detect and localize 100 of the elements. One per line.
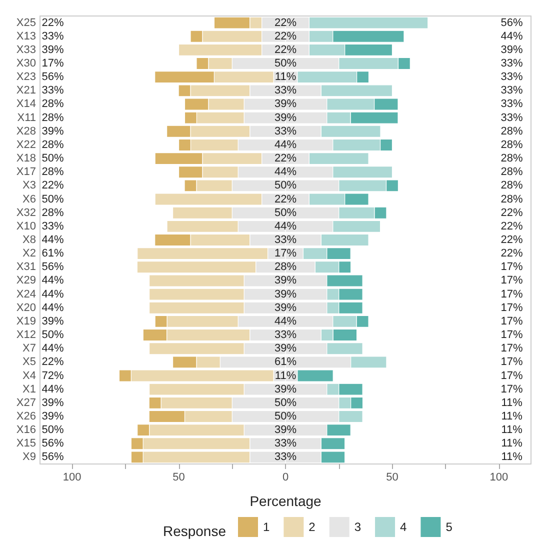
annotation: 22%: [500, 248, 524, 260]
annotation: 17%: [500, 261, 524, 274]
annotation: 33%: [500, 112, 524, 124]
annotation: 33%: [500, 71, 524, 84]
annotation: 39%: [274, 112, 297, 124]
annotation: 28%: [500, 193, 524, 206]
annotation: 50%: [274, 206, 297, 219]
annotation: 22%: [274, 44, 297, 56]
annotation: 56%: [42, 71, 64, 84]
y-tick-label: X21: [16, 84, 36, 97]
x-tick-label: 100: [62, 472, 82, 484]
annotation: 22%: [274, 30, 297, 42]
annotation: 11%: [274, 370, 296, 382]
y-tick-label: X11: [17, 112, 36, 124]
annotation: 56%: [42, 451, 64, 464]
legend-title: Response: [162, 523, 226, 539]
y-tick-label: X27: [16, 396, 36, 409]
x-tick-label: 50: [386, 472, 398, 484]
annotation: 17%: [500, 302, 524, 314]
annotation: 50%: [42, 424, 64, 436]
annotation: 61%: [274, 356, 297, 368]
legend-label: 1: [263, 520, 270, 534]
legend-label: 5: [446, 520, 453, 534]
y-tick-label: X25: [16, 16, 36, 29]
y-tick-label: X22: [16, 138, 36, 151]
annotation: 22%: [274, 16, 297, 29]
annotation: 33%: [42, 220, 64, 232]
annotation: 22%: [500, 206, 524, 219]
annotation: 11%: [274, 71, 296, 84]
y-tick-label: X32: [16, 206, 36, 219]
annotation: 39%: [500, 44, 524, 56]
annotation: 28%: [274, 261, 297, 274]
annotation: 28%: [42, 138, 64, 151]
annotation: 11%: [501, 438, 523, 450]
y-tick-label: X15: [16, 438, 36, 450]
y-tick-label: X16: [16, 424, 36, 436]
annotation: 22%: [42, 180, 64, 192]
annotation: 17%: [42, 58, 64, 70]
legend-label: 2: [308, 520, 316, 534]
x-tick-label: 100: [490, 472, 508, 484]
annotation: 17%: [274, 248, 297, 260]
annotation: 33%: [274, 84, 297, 97]
y-tick-label: X5: [22, 356, 36, 368]
annotation: 17%: [500, 342, 524, 355]
annotation: 22%: [42, 16, 64, 29]
annotation: 17%: [500, 356, 524, 368]
annotation: 39%: [274, 98, 297, 110]
y-tick-label: X31: [16, 261, 36, 274]
annotation: 56%: [42, 261, 64, 274]
annotation: 28%: [500, 152, 524, 165]
annotation: 33%: [274, 234, 297, 246]
annotation: 17%: [500, 288, 524, 300]
x-tick-label: 50: [172, 472, 185, 484]
y-tick-label: X9: [22, 451, 36, 464]
annotation: 72%: [42, 370, 64, 382]
annotation: 50%: [42, 152, 64, 165]
annotation: 17%: [500, 370, 524, 382]
annotation: 61%: [42, 248, 64, 260]
annotation: 50%: [42, 329, 64, 342]
annotation: 11%: [501, 396, 523, 409]
annotation: 28%: [42, 166, 64, 178]
y-tick-label: X19: [16, 315, 36, 328]
y-tick-label: X29: [16, 274, 36, 287]
annotation: 44%: [42, 288, 64, 300]
annotation: 56%: [500, 16, 524, 29]
annotation: 11%: [501, 410, 523, 422]
annotation: 44%: [42, 383, 64, 396]
annotation: 17%: [500, 274, 524, 287]
annotation: 39%: [42, 315, 64, 328]
y-tick-label: X2: [22, 248, 36, 260]
annotation: 44%: [42, 342, 64, 355]
y-tick-label: X7: [22, 342, 36, 355]
annotation: 33%: [274, 438, 297, 450]
annotation: 33%: [42, 30, 64, 42]
annotation: 28%: [42, 206, 64, 219]
y-tick-label: X12: [16, 329, 36, 342]
annotation: 39%: [42, 125, 64, 138]
legend-label: 4: [400, 520, 408, 534]
y-tick-label: X33: [16, 44, 36, 56]
y-tick-label: X14: [16, 98, 36, 110]
annotation: 39%: [274, 302, 297, 314]
annotation: 28%: [500, 138, 524, 151]
y-tick-label: X17: [16, 166, 36, 178]
annotation: 50%: [42, 193, 64, 206]
y-tick-label: X6: [22, 193, 36, 206]
annotation: 33%: [500, 98, 524, 110]
annotation: 44%: [274, 220, 297, 232]
annotation: 28%: [500, 180, 524, 192]
annotation: 17%: [500, 315, 524, 328]
annotation: 11%: [501, 451, 523, 464]
annotation: 22%: [500, 234, 524, 246]
annotation: 50%: [274, 396, 297, 409]
annotation: 56%: [42, 438, 64, 450]
annotation: 50%: [274, 410, 297, 422]
annotation: 33%: [274, 329, 297, 342]
y-tick-label: X24: [16, 288, 36, 300]
annotation: 39%: [274, 342, 297, 355]
y-tick-label: X20: [16, 302, 36, 314]
annotation: 28%: [42, 112, 64, 124]
annotation: 39%: [274, 288, 297, 300]
